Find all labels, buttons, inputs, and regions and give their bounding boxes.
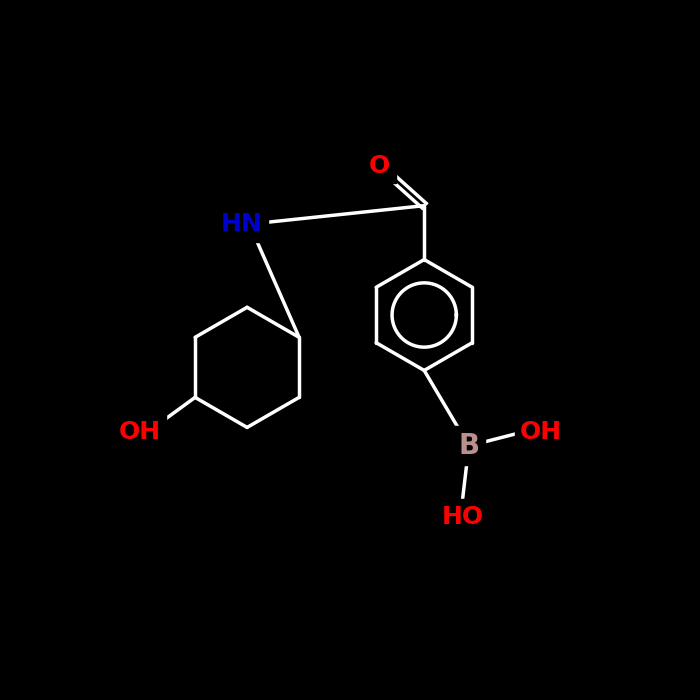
Text: OH: OH: [118, 420, 161, 444]
Text: O: O: [369, 153, 390, 178]
Text: B: B: [458, 432, 480, 460]
Text: HO: HO: [442, 505, 484, 528]
Text: OH: OH: [520, 420, 562, 444]
Text: HN: HN: [220, 212, 262, 236]
